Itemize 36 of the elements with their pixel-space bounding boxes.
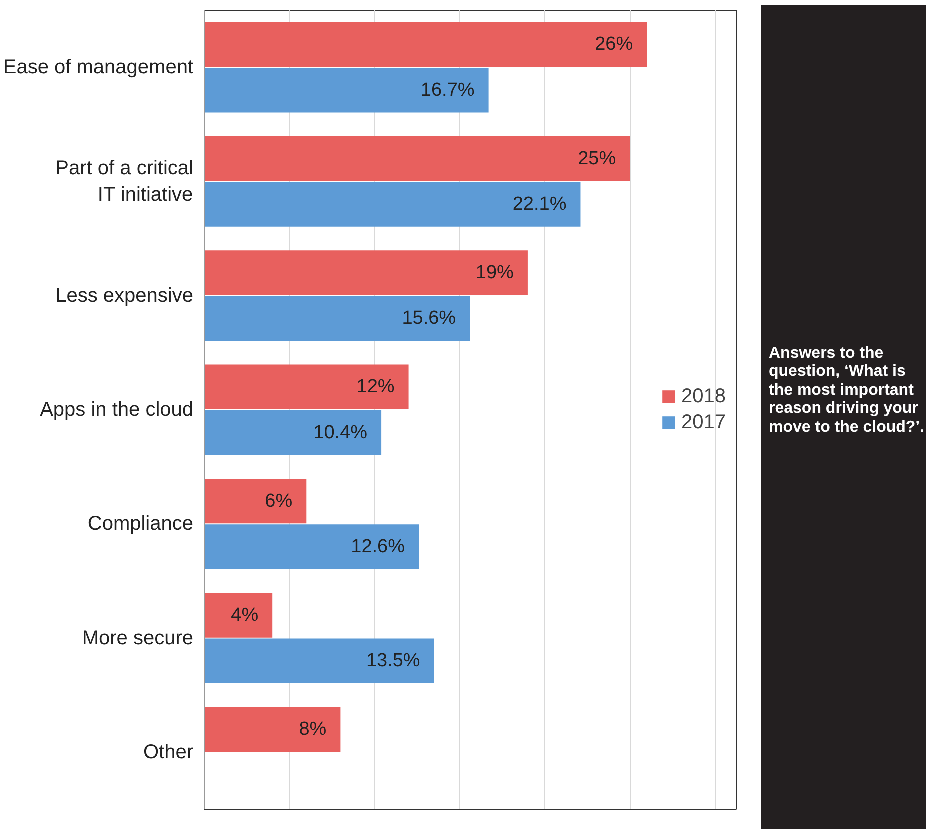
bar [204,593,273,638]
data-label: 26% [595,34,634,56]
data-label: 10.4% [314,422,368,444]
bar [204,707,341,752]
y-tick-label: More secure [82,627,194,650]
bar [204,296,470,342]
bar [204,22,648,68]
data-label: 6% [265,490,293,512]
data-label: 16.7% [420,80,475,101]
bar [204,524,419,570]
data-label: 12.6% [351,536,406,558]
bar [204,478,307,524]
data-label: 22.1% [512,194,567,216]
data-label: 15.6% [402,308,456,330]
bar [204,136,630,182]
data-label: 12% [356,376,395,398]
y-tick-label: Compliance [88,513,194,536]
data-label: 4% [231,604,259,626]
data-label: 13.5% [366,650,420,672]
text: Answers to the question, ‘What is the most important reason driving your move to the cloud?’. [769,345,925,437]
bar [204,364,409,410]
bar [204,68,489,113]
bar [204,182,581,227]
y-tick-label: Less expensive [56,284,194,307]
y-tick-label: Ease of management [3,56,194,79]
y-tick-label: Apps in the cloud [40,399,194,421]
y-tick-label: Other [143,741,194,764]
bar [204,410,382,456]
data-label: 8% [299,719,327,740]
legend-label: 2018 [682,385,726,408]
y-tick-label: Part of a critical IT initiative [56,158,194,206]
data-label: 19% [476,262,514,284]
data-label: 25% [578,148,616,170]
bar [204,250,528,296]
legend-label: 2017 [682,411,726,434]
bar [204,638,434,684]
